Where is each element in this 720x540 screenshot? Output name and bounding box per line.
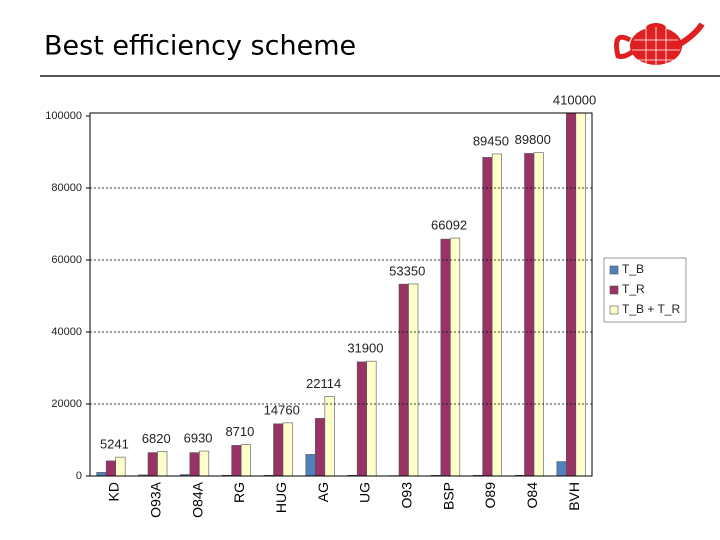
teapot-icon: [614, 22, 705, 65]
x-tick-label: AG: [315, 482, 331, 502]
slide-title: Best efficiency scheme: [44, 31, 356, 62]
data-label: 66092: [431, 218, 467, 233]
bar: [324, 396, 335, 477]
x-tick-label: BSP: [440, 482, 456, 510]
bar: [315, 418, 326, 477]
data-label: 22114: [306, 376, 341, 391]
bar: [115, 456, 126, 477]
bar: [282, 422, 293, 477]
legend-swatch: [609, 265, 619, 275]
x-tick-label: O93A: [147, 481, 163, 517]
x-tick-label: HUG: [273, 482, 289, 513]
legend-label: T_R: [622, 282, 645, 296]
data-label: 89800: [515, 132, 551, 147]
bar: [533, 152, 544, 477]
bar: [366, 360, 377, 477]
legend-swatch: [609, 305, 619, 315]
y-tick-label: 80000: [51, 182, 82, 194]
y-tick-label: 60000: [51, 254, 82, 266]
data-label: 89450: [473, 133, 509, 148]
bar: [157, 451, 168, 477]
legend-label: T_B: [622, 262, 644, 276]
y-tick-label: 0: [76, 470, 82, 482]
bar: [450, 237, 461, 477]
bar: [273, 423, 284, 477]
bar: [199, 450, 210, 477]
bar: [491, 153, 502, 477]
data-label: 53350: [389, 263, 425, 278]
bar: [305, 454, 316, 477]
data-label: 8710: [225, 424, 254, 439]
bar: [105, 460, 116, 477]
x-tick-label: UG: [357, 482, 373, 503]
bar: [408, 283, 419, 477]
bar: [189, 452, 200, 477]
legend-swatch: [609, 285, 619, 295]
data-label: 410000: [553, 92, 596, 107]
bar: [556, 461, 567, 477]
data-label: 31900: [347, 341, 383, 356]
x-tick-label: O93: [398, 482, 414, 509]
bar: [440, 238, 451, 477]
bar: [482, 157, 493, 477]
bar: [398, 283, 409, 477]
x-tick-label: KD: [106, 482, 122, 501]
bar: [147, 452, 158, 477]
data-label: 14760: [264, 402, 300, 417]
bar: [96, 472, 107, 477]
bar: [566, 113, 577, 477]
bar: [240, 444, 251, 477]
bar: [231, 445, 242, 477]
bar: [356, 361, 367, 477]
x-tick-label: RG: [231, 482, 247, 503]
data-label: 6930: [184, 430, 213, 445]
data-label: 5241: [100, 437, 129, 452]
y-tick-label: 100000: [45, 110, 82, 122]
bar: [524, 153, 535, 477]
x-tick-label: O89: [482, 482, 498, 509]
x-tick-label: BVH: [566, 482, 582, 511]
bar: [575, 113, 586, 477]
y-tick-label: 40000: [51, 326, 82, 338]
plot-frame: [89, 112, 593, 477]
x-tick-label: O84A: [189, 481, 205, 517]
y-tick-label: 20000: [51, 398, 82, 410]
data-label: 6820: [142, 431, 171, 446]
x-tick-label: O84: [524, 482, 540, 509]
legend-label: T_B + T_R: [622, 302, 680, 316]
